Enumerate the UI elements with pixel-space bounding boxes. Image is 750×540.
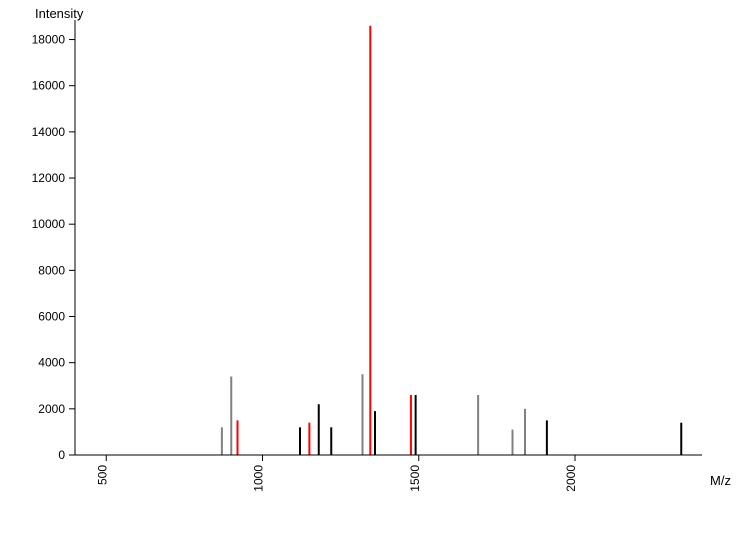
y-tick-label: 2000 <box>38 402 65 416</box>
y-tick-label: 10000 <box>32 217 66 231</box>
y-tick-label: 18000 <box>32 33 66 47</box>
x-tick-label: 1500 <box>408 465 422 492</box>
y-tick-label: 16000 <box>32 79 66 93</box>
y-tick-label: 0 <box>58 448 65 462</box>
x-tick-label: 1000 <box>252 465 266 492</box>
mass-spectrum-chart: 0 2000 4000 6000 8000 10000 12000 14000 16000 180… <box>0 0 750 540</box>
y-axis-title: Intensity <box>35 6 84 21</box>
y-tick-label: 14000 <box>32 125 66 139</box>
y-tick-label: 8000 <box>38 263 65 277</box>
x-tick-label: 2000 <box>564 465 578 492</box>
y-tick-label: 4000 <box>38 356 65 370</box>
y-tick-label: 12000 <box>32 171 66 185</box>
x-tick-label: 500 <box>95 465 109 485</box>
x-axis-title: M/z <box>710 473 731 488</box>
spectrum-svg: 0 2000 4000 6000 8000 10000 12000 14000 16000 180… <box>0 0 750 540</box>
y-tick-label: 6000 <box>38 310 65 324</box>
